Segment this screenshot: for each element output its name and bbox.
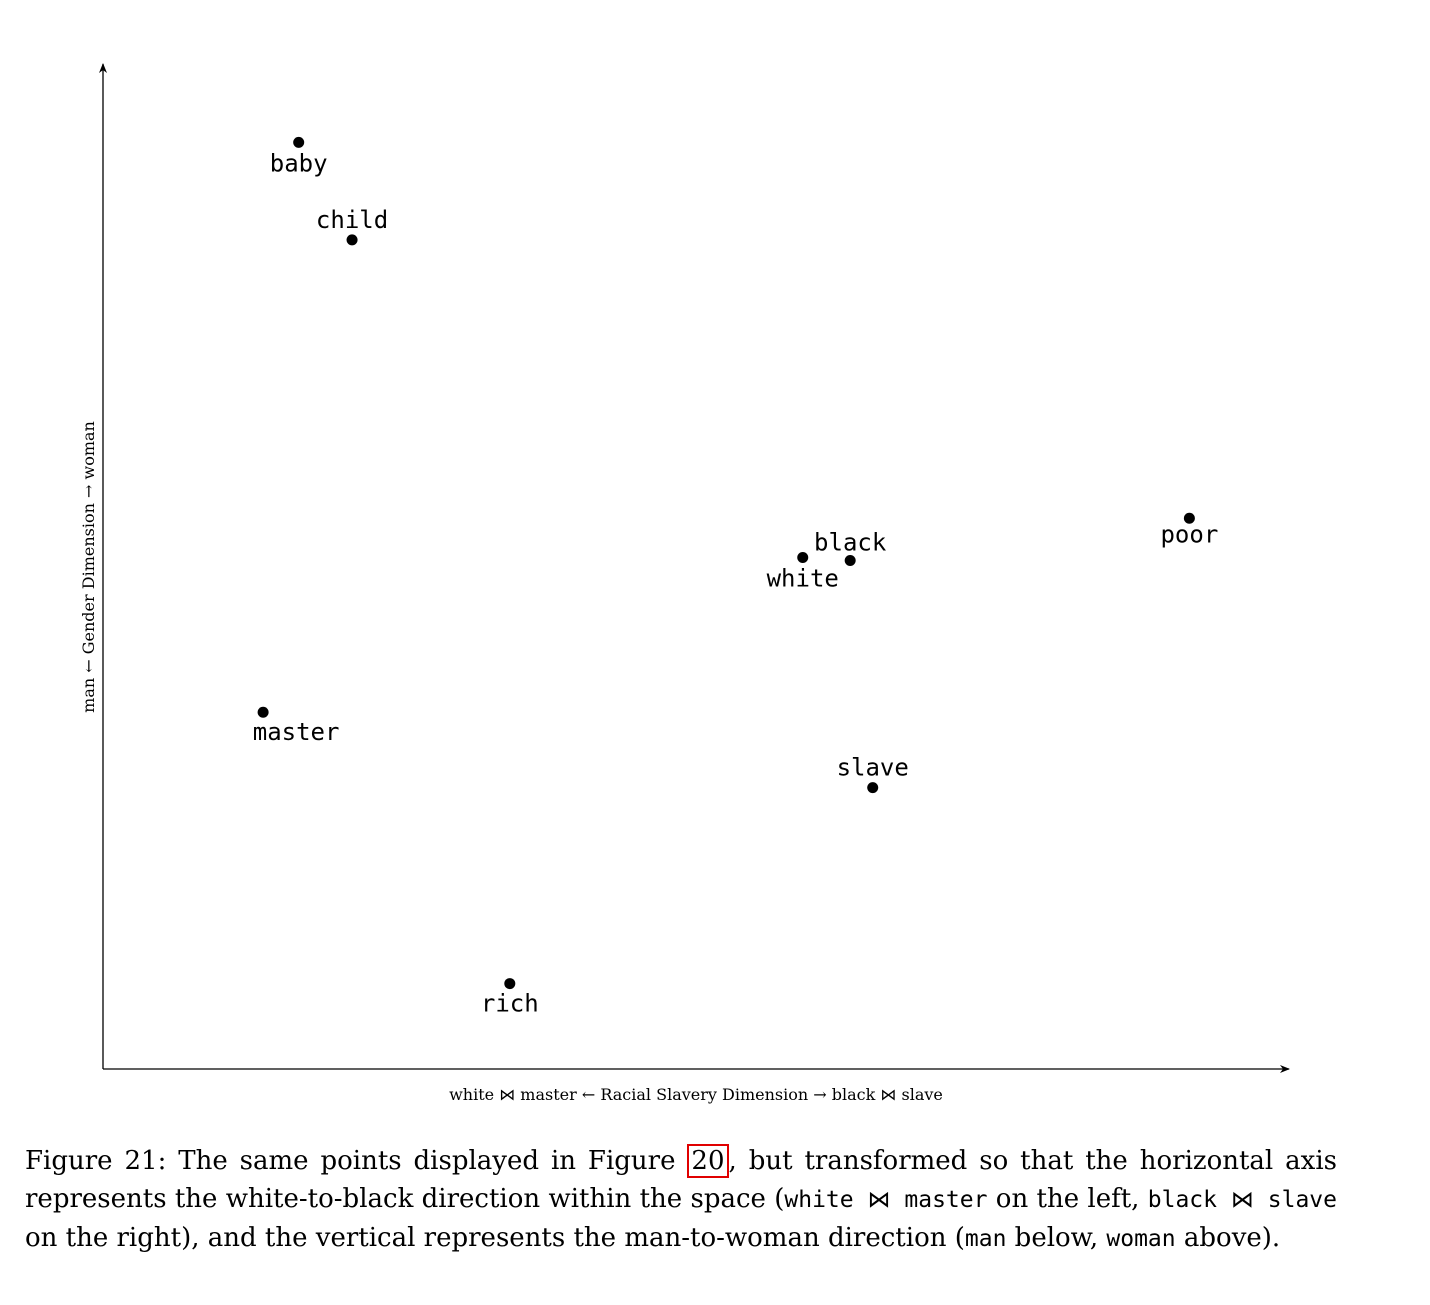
data-points: baby child master rich white black slave poor — [253, 136, 1218, 1018]
figure-reference-link[interactable]: 20 — [687, 1144, 729, 1178]
y-axis-label-woman: woman — [79, 421, 98, 479]
point-child — [346, 234, 358, 246]
caption-text-3: on the left, — [987, 1184, 1148, 1214]
point-rich — [504, 978, 516, 990]
x-axis-label-white: white — [449, 1085, 494, 1104]
y-axis-label-title: ← Gender Dimension → — [79, 485, 98, 673]
x-axis-label: white ⋈ master ← Racial Slavery Dimensio… — [449, 1085, 943, 1104]
y-axis-label-man: man — [79, 678, 98, 713]
point-label-baby: baby — [270, 149, 328, 177]
point-black — [844, 554, 856, 566]
y-axis-label: man ← Gender Dimension → woman — [79, 421, 98, 713]
x-axis-label-master: master — [520, 1085, 577, 1104]
point-label-slave: slave — [837, 754, 909, 782]
point-baby — [293, 136, 305, 148]
figure-caption: Figure 21: The same points displayed in … — [25, 1142, 1337, 1258]
caption-text-6: above). — [1175, 1223, 1281, 1253]
x-axis-label-slave: slave — [902, 1085, 943, 1104]
point-master — [257, 706, 269, 718]
point-slave — [867, 782, 879, 794]
x-axis-label-join-left: ⋈ — [499, 1085, 515, 1104]
point-poor — [1183, 512, 1195, 524]
caption-text-2: , but transformed so that the horizontal… — [25, 1146, 1337, 1214]
point-label-white: white — [767, 564, 839, 592]
point-label-master: master — [253, 718, 340, 746]
scatter-chart: baby child master rich white black slave poor w… — [79, 63, 1290, 1104]
x-axis-label-black: black — [832, 1085, 876, 1104]
caption-text-5: below, — [1006, 1223, 1107, 1253]
point-label-poor: poor — [1160, 520, 1218, 548]
caption-code-1: white ⋈ master — [784, 1187, 988, 1213]
caption-text-1: Figure 21: The same points displayed in … — [25, 1146, 688, 1176]
x-axis-label-join-right: ⋈ — [880, 1085, 896, 1104]
point-label-rich: rich — [481, 990, 539, 1018]
point-label-child: child — [316, 206, 388, 234]
point-white — [797, 551, 809, 563]
caption-code-3: man — [964, 1226, 1007, 1252]
point-label-black: black — [814, 528, 887, 556]
caption-code-4: woman — [1106, 1226, 1176, 1252]
caption-text-4: on the right), and the vertical represen… — [25, 1223, 965, 1253]
x-axis-label-title: ← Racial Slavery Dimension → — [582, 1085, 827, 1104]
caption-code-2: black ⋈ slave — [1147, 1187, 1338, 1213]
